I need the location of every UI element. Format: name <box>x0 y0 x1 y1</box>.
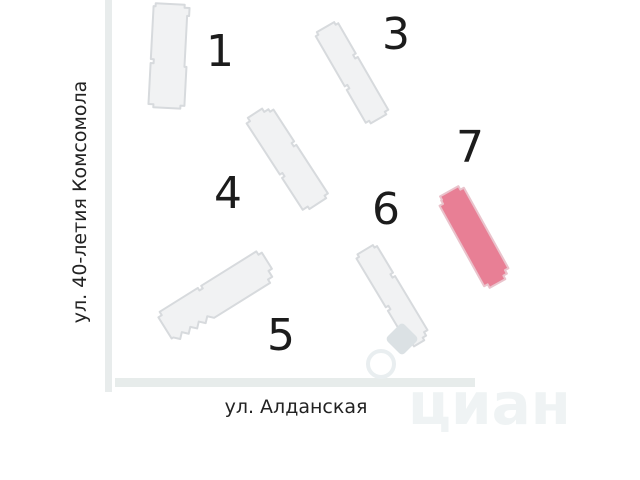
watermark-text: циан <box>408 370 571 438</box>
street-line-horizontal <box>115 378 475 387</box>
building-6[interactable] <box>355 244 431 349</box>
watermark-pin-icon <box>386 323 418 355</box>
building-label-5: 5 <box>267 310 295 361</box>
building-3[interactable] <box>314 21 390 126</box>
watermark-ring-icon <box>366 349 396 379</box>
building-label-7: 7 <box>456 122 484 173</box>
building-7-highlighted[interactable] <box>436 184 513 290</box>
building-label-1: 1 <box>206 26 234 77</box>
building-label-6: 6 <box>372 184 400 235</box>
street-name-left: ул. 40-летия Комсомола <box>69 81 91 323</box>
building-label-3: 3 <box>382 9 410 60</box>
street-line-vertical <box>105 0 112 392</box>
street-name-bottom: ул. Алданская <box>225 396 368 418</box>
building-5[interactable] <box>156 249 277 342</box>
building-1[interactable] <box>147 2 191 110</box>
building-label-4: 4 <box>214 168 242 219</box>
watermark-logo: циан <box>366 323 571 438</box>
building-4[interactable] <box>244 104 329 213</box>
